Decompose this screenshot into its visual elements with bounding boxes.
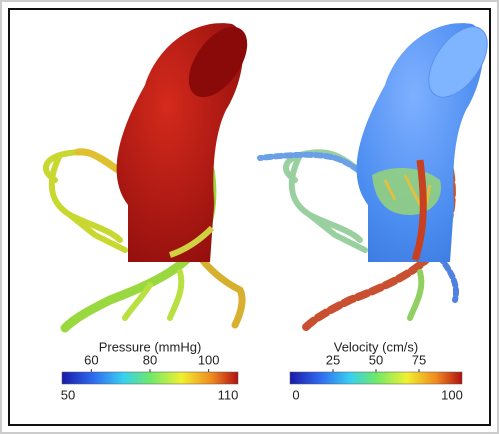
tick-label: 60: [84, 352, 98, 367]
max-label: 100: [441, 387, 463, 402]
colorbar: [62, 372, 238, 384]
max-label: 110: [218, 387, 239, 402]
figure: Pressure (mmHg)608010050110Velocity (cm/…: [0, 0, 499, 434]
colorbar: [290, 372, 462, 384]
tick-label: 80: [143, 352, 157, 367]
min-label: 50: [61, 387, 75, 402]
min-label: 0: [292, 387, 299, 402]
tick-label: 25: [326, 352, 340, 367]
tick-label: 100: [198, 352, 220, 367]
tick-label: 50: [369, 352, 383, 367]
tick-label: 75: [412, 352, 426, 367]
